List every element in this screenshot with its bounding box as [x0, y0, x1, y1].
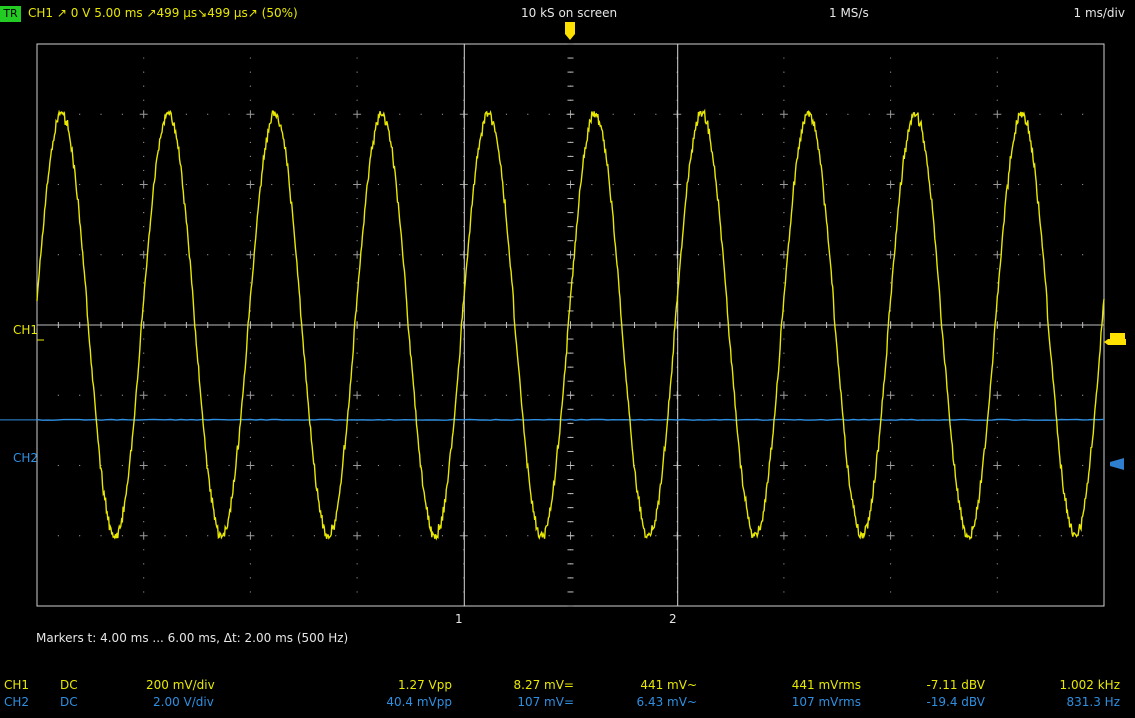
ch1-level-marker[interactable] [1110, 333, 1125, 344]
ch2-scale[interactable]: 2.00 V/div [153, 695, 214, 709]
ch2-vpp: 40.4 mVpp [386, 695, 452, 709]
ch1-scale[interactable]: 200 mV/div [146, 678, 215, 692]
ch1-vrms: 441 mVrms [792, 678, 861, 692]
ch2-name[interactable]: CH2 [4, 695, 29, 709]
ch2-vac: 6.43 mV~ [637, 695, 698, 709]
graticule-grid [37, 44, 1104, 606]
ch2-trace [37, 419, 1104, 420]
ch2-coupling[interactable]: DC [60, 695, 78, 709]
ch2-vdc: 107 mV= [517, 695, 574, 709]
ch1-name[interactable]: CH1 [4, 678, 29, 692]
ch1-vdc: 8.27 mV= [514, 678, 575, 692]
cursor-1-label[interactable]: 1 [455, 612, 463, 626]
ch2-frequency: 831.3 Hz [1067, 695, 1121, 709]
trigger-position-marker[interactable] [565, 22, 575, 40]
ch1-offset-label[interactable]: CH1 [13, 323, 38, 337]
ch2-vrms: 107 mVrms [792, 695, 861, 709]
ch2-level-marker[interactable] [1110, 458, 1124, 470]
ch2-offset-label[interactable]: CH2 [13, 451, 38, 465]
cursor-2-label[interactable]: 2 [669, 612, 677, 626]
ch1-vpp: 1.27 Vpp [398, 678, 452, 692]
markers-readout: Markers t: 4.00 ms ... 6.00 ms, Δt: 2.00… [36, 631, 348, 645]
ch1-vac: 441 mV~ [640, 678, 697, 692]
ch1-coupling[interactable]: DC [60, 678, 78, 692]
ch1-dbv: -7.11 dBV [926, 678, 985, 692]
ch2-dbv: -19.4 dBV [926, 695, 985, 709]
ch1-frequency: 1.002 kHz [1060, 678, 1120, 692]
